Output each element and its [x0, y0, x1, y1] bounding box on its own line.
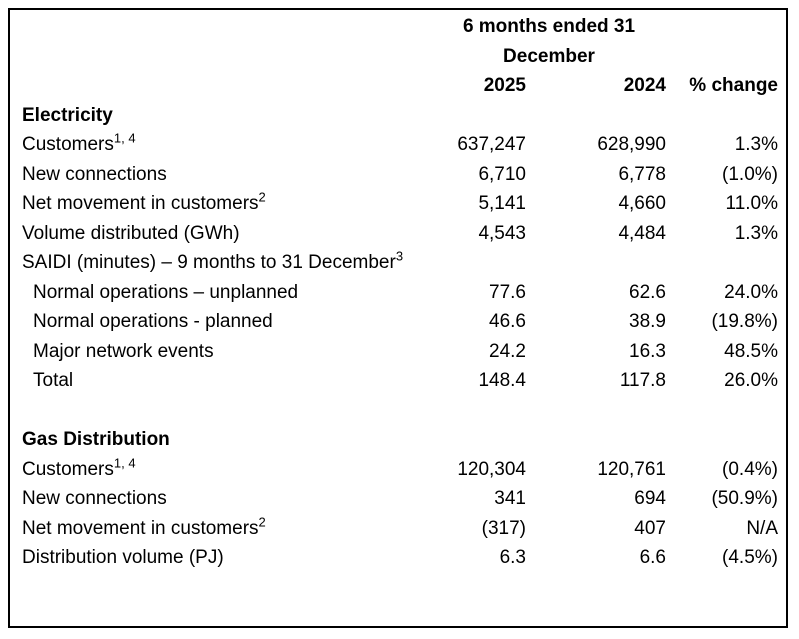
table-row-volume-distributed: Volume distributed (GWh) 4,543 4,484 1.3…	[22, 219, 778, 249]
value-2024: 117.8	[619, 370, 666, 392]
value-2025: 5,141	[478, 193, 526, 215]
table-row-gas-new-connections: New connections 341 694 (50.9%)	[22, 484, 778, 514]
row-label-text: Volume distributed (GWh)	[22, 222, 240, 244]
value-change: 26.0%	[724, 370, 778, 392]
table-row-gas-customers: Customers1, 4 120,304 120,761 (0.4%)	[22, 455, 778, 485]
row-label: Major network events	[22, 342, 406, 361]
row-label-text: Total	[33, 370, 74, 392]
column-header-2025: 2025	[483, 75, 526, 97]
value-2025: (317)	[481, 517, 526, 539]
section-header-gas-distribution: Gas Distribution	[22, 425, 778, 455]
table-row-electricity-new-connections: New connections 6,710 6,778 (1.0%)	[22, 160, 778, 190]
value-2025: 341	[494, 488, 526, 510]
row-label: Volume distributed (GWh)	[22, 224, 406, 243]
value-2025: 77.6	[489, 281, 526, 303]
period-header-line1: 6 months ended 31	[462, 16, 636, 38]
row-label: New connections	[22, 165, 406, 184]
column-header-2024: 2024	[623, 75, 666, 97]
value-change: (50.9%)	[711, 488, 778, 510]
row-label-text: Normal operations - planned	[33, 311, 273, 333]
value-change: (0.4%)	[722, 458, 778, 480]
value-2024: 4,660	[618, 193, 666, 215]
table-row-electricity-net-movement: Net movement in customers2 5,141 4,660 1…	[22, 189, 778, 219]
value-2024: 6,778	[618, 163, 666, 185]
value-2025: 120,304	[457, 458, 526, 480]
value-2025: 4,543	[478, 222, 526, 244]
row-label-text: SAIDI (minutes) – 9 months to 31 Decembe…	[22, 252, 396, 274]
row-label: Distribution volume (PJ)	[22, 548, 406, 567]
table-row-electricity-customers: Customers1, 4 637,247 628,990 1.3%	[22, 130, 778, 160]
row-label: Customers1, 4	[22, 132, 406, 156]
row-label: SAIDI (minutes) – 9 months to 31 Decembe…	[22, 250, 406, 274]
row-label-text: Distribution volume (PJ)	[22, 547, 224, 569]
row-label: New connections	[22, 489, 406, 508]
value-change: 1.3%	[734, 222, 778, 244]
spacer-row	[22, 396, 778, 426]
value-2025: 148.4	[478, 370, 526, 392]
table-row-gas-distribution-volume: Distribution volume (PJ) 6.3 6.6 (4.5%)	[22, 543, 778, 573]
value-2025: 6.3	[499, 547, 526, 569]
row-label-text: Customers	[22, 458, 114, 480]
row-label-text: New connections	[22, 163, 167, 185]
value-change: 48.5%	[724, 340, 778, 362]
value-change: (4.5%)	[722, 547, 778, 569]
table-row-saidi-header: SAIDI (minutes) – 9 months to 31 Decembe…	[22, 248, 778, 278]
section-title: Gas Distribution	[22, 429, 170, 451]
table-row-saidi-total: Total 148.4 117.8 26.0%	[22, 366, 778, 396]
value-change: 1.3%	[734, 134, 778, 156]
section-header-electricity: Electricity	[22, 101, 778, 131]
value-2024: 694	[634, 488, 666, 510]
value-2025: 6,710	[478, 163, 526, 185]
row-label: Net movement in customers2	[22, 191, 406, 215]
table-row-saidi-unplanned: Normal operations – unplanned 77.6 62.6 …	[22, 278, 778, 308]
column-header-change: % change	[689, 75, 778, 97]
operational-statistics-table: 6 months ended 31 December 2025 2024 % c…	[8, 8, 788, 628]
value-change: (1.0%)	[722, 163, 778, 185]
footnote-superscript: 3	[395, 248, 404, 264]
value-change: 11.0%	[725, 193, 778, 215]
value-2024: 6.6	[639, 547, 666, 569]
value-change: (19.8%)	[711, 311, 778, 333]
footnote-superscript: 1, 4	[113, 130, 136, 146]
row-label-text: Major network events	[33, 340, 214, 362]
table-row-gas-net-movement: Net movement in customers2 (317) 407 N/A	[22, 514, 778, 544]
value-2024: 407	[634, 517, 666, 539]
column-header-row: 2025 2024 % change	[22, 71, 778, 101]
footnote-superscript: 2	[258, 514, 266, 530]
value-2024: 38.9	[629, 311, 666, 333]
period-header-row-1: 6 months ended 31	[22, 12, 778, 42]
row-label-text: Net movement in customers	[22, 517, 259, 539]
period-header-row-2: December	[22, 42, 778, 72]
period-header-line2: December	[503, 45, 595, 67]
row-label: Normal operations - planned	[22, 312, 406, 331]
value-2025: 46.6	[489, 311, 526, 333]
row-label-text: New connections	[22, 488, 167, 510]
table-row-saidi-planned: Normal operations - planned 46.6 38.9 (1…	[22, 307, 778, 337]
row-label: Net movement in customers2	[22, 515, 406, 539]
row-label: Normal operations – unplanned	[22, 283, 406, 302]
value-change: 24.0%	[724, 281, 778, 303]
row-label-text: Normal operations – unplanned	[33, 281, 299, 303]
row-label-text: Customers	[22, 134, 114, 156]
row-label: Total	[22, 371, 406, 390]
section-title: Electricity	[22, 104, 113, 126]
value-2024: 120,761	[597, 458, 666, 480]
row-label-text: Net movement in customers	[22, 193, 259, 215]
value-2025: 637,247	[457, 134, 526, 156]
footnote-superscript: 2	[258, 189, 266, 205]
value-2024: 16.3	[629, 340, 666, 362]
value-2024: 628,990	[597, 134, 666, 156]
value-change: N/A	[746, 517, 778, 539]
value-2024: 4,484	[618, 222, 666, 244]
table-row-saidi-major-events: Major network events 24.2 16.3 48.5%	[22, 337, 778, 367]
value-2024: 62.6	[629, 281, 666, 303]
footnote-superscript: 1, 4	[113, 455, 136, 471]
row-label: Customers1, 4	[22, 456, 406, 480]
value-2025: 24.2	[489, 340, 526, 362]
